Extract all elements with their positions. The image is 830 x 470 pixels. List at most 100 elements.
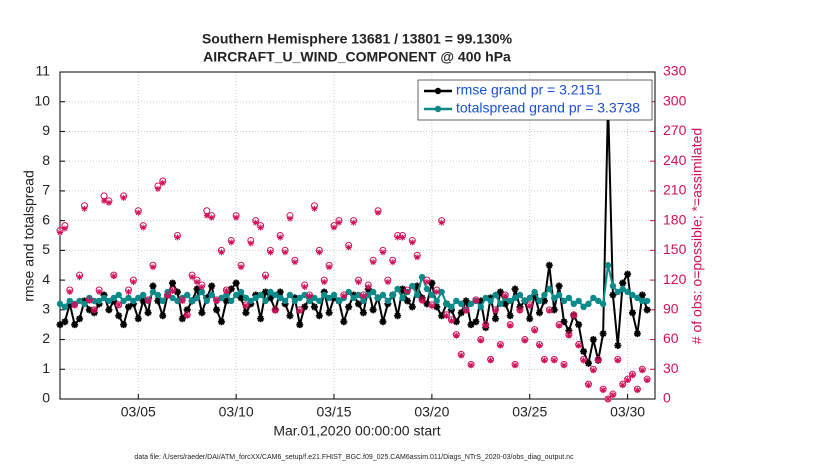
legend-box xyxy=(417,79,653,121)
marker xyxy=(491,315,499,323)
marker xyxy=(135,294,142,302)
marker xyxy=(394,312,402,320)
legend-swatch xyxy=(434,105,442,113)
marker xyxy=(472,318,480,326)
marker xyxy=(267,288,274,296)
obs-marker xyxy=(228,239,235,246)
obs-marker xyxy=(125,288,132,295)
marker xyxy=(272,291,279,299)
marker xyxy=(276,294,284,302)
obs-marker xyxy=(331,224,338,231)
marker xyxy=(511,294,519,302)
marker xyxy=(379,318,387,326)
marker xyxy=(247,297,255,305)
marker xyxy=(120,297,127,305)
marker xyxy=(595,297,602,305)
marker xyxy=(580,303,587,311)
legend-label: totalspread grand pr = 3.3738 xyxy=(456,100,640,116)
marker xyxy=(555,291,563,299)
marker xyxy=(242,309,250,317)
obs-marker xyxy=(57,229,63,236)
obs-marker xyxy=(321,279,328,286)
marker xyxy=(345,288,352,296)
marker xyxy=(438,312,446,320)
x-tick-label: 03/20 xyxy=(414,404,449,420)
marker xyxy=(639,297,646,305)
marker xyxy=(169,294,176,302)
marker xyxy=(369,306,377,314)
y-tick-label: 8 xyxy=(42,152,50,168)
obs-marker xyxy=(526,302,533,309)
marker xyxy=(159,297,166,305)
marker xyxy=(203,297,210,305)
marker xyxy=(614,341,622,349)
marker xyxy=(227,285,235,293)
obs-marker xyxy=(96,288,103,295)
obs-marker xyxy=(316,249,323,256)
marker xyxy=(257,315,265,323)
y-tick-label: 2 xyxy=(42,330,50,346)
marker xyxy=(355,291,362,299)
obs-marker xyxy=(66,288,73,295)
marker xyxy=(296,294,303,302)
marker xyxy=(130,297,137,305)
obs-marker xyxy=(233,214,240,221)
marker xyxy=(125,303,133,311)
y2-tick-label: 210 xyxy=(663,182,687,198)
marker xyxy=(467,300,475,308)
obs-marker xyxy=(512,362,519,369)
marker xyxy=(66,297,73,305)
marker xyxy=(369,288,377,296)
plot-frame xyxy=(59,71,656,400)
marker xyxy=(262,288,270,296)
marker xyxy=(590,294,597,302)
y2-tick-label: 30 xyxy=(663,360,679,376)
marker xyxy=(418,273,426,281)
marker xyxy=(643,297,651,305)
obs-marker xyxy=(345,244,352,251)
obs-marker xyxy=(326,264,333,271)
obs-marker xyxy=(252,219,259,226)
marker xyxy=(281,297,289,305)
y2-tick-label: 300 xyxy=(663,92,687,108)
obs-marker xyxy=(433,288,440,295)
marker xyxy=(462,297,470,305)
obs-marker xyxy=(120,194,127,201)
obs-marker xyxy=(634,387,641,394)
x-axis-label: Mar.01,2020 00:00:00 start xyxy=(273,423,440,439)
marker xyxy=(452,318,460,326)
obs-marker xyxy=(619,382,626,389)
marker xyxy=(506,312,514,320)
marker xyxy=(296,321,304,329)
y2-tick-label: 90 xyxy=(663,301,679,317)
marker xyxy=(467,321,475,329)
marker xyxy=(184,291,191,299)
marker xyxy=(365,291,372,299)
marker xyxy=(423,285,431,293)
obs-marker xyxy=(477,337,484,344)
footnote: data file: /Users/raeder/DAI/ATM_forcXX/… xyxy=(134,454,574,461)
obs-marker xyxy=(560,362,567,369)
marker xyxy=(61,303,69,311)
marker xyxy=(237,294,245,302)
obs-marker xyxy=(394,234,401,241)
marker xyxy=(511,285,519,293)
marker xyxy=(443,300,450,308)
marker xyxy=(448,303,455,311)
marker xyxy=(306,297,313,305)
obs-marker xyxy=(169,287,176,294)
obs-marker xyxy=(492,307,499,314)
marker xyxy=(565,327,573,335)
obs-marker xyxy=(379,249,386,256)
x-tick-label: 03/15 xyxy=(316,404,351,420)
obs-marker xyxy=(105,199,112,206)
obs-marker xyxy=(541,357,548,364)
x-tick-label: 03/05 xyxy=(121,404,156,420)
obs-marker xyxy=(194,279,201,286)
obs-marker xyxy=(536,342,543,349)
marker xyxy=(257,291,264,299)
marker xyxy=(222,297,230,305)
obs-marker xyxy=(282,249,289,256)
marker xyxy=(560,318,568,326)
marker xyxy=(188,297,196,305)
